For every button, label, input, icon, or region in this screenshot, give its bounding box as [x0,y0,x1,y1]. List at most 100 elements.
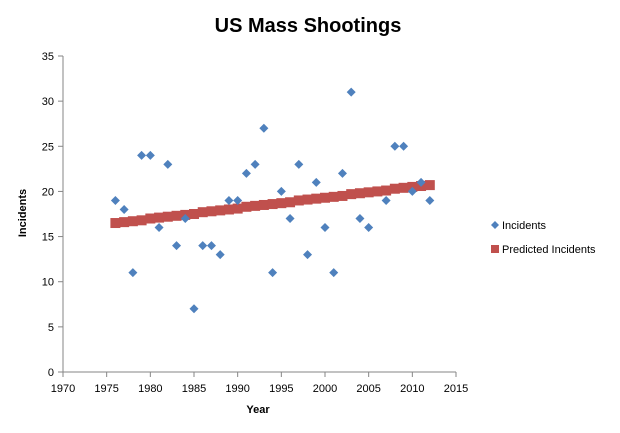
predicted-point [162,211,173,222]
y-tick-label: 5 [48,322,54,334]
incident-point [416,177,426,187]
incident-point [128,268,138,278]
predicted-point [381,185,392,196]
x-tick-label: 1980 [138,383,162,395]
predicted-point [110,218,121,229]
x-tick-label: 2005 [356,383,380,395]
predicted-point [136,215,147,226]
incident-point [425,195,435,205]
x-tick-label: 1985 [182,383,206,395]
predicted-point [232,203,243,214]
predicted-point [241,201,252,212]
predicted-point [337,190,348,201]
predicted-point [145,213,156,224]
legend-label-incidents: Incidents [502,220,547,232]
incident-point [180,214,190,224]
x-axis-title: Year [246,404,270,416]
incident-point [163,159,173,169]
x-tick-label: 2015 [444,383,468,395]
predicted-point [398,182,409,193]
incident-point [329,268,339,278]
predicted-point [372,186,383,197]
incident-point [337,168,347,178]
predicted-point [407,181,418,192]
incident-point [154,223,164,233]
incident-point [110,195,120,205]
incident-point [145,150,155,160]
predicted-point [127,216,138,227]
y-tick-label: 20 [42,186,54,198]
predicted-point [302,194,313,205]
incident-point [294,159,304,169]
incident-point [381,195,391,205]
x-tick-label: 1975 [94,383,118,395]
x-tick-label: 1970 [51,383,75,395]
y-tick-label: 30 [42,96,54,108]
incident-point [189,304,199,314]
incident-point [285,214,295,224]
incident-point [241,168,251,178]
predicted-point [171,210,182,221]
incident-point [303,250,313,260]
y-tick-label: 10 [42,277,54,289]
predicted-point [285,197,296,208]
incident-point [364,223,374,233]
chart-title: US Mass Shootings [215,15,402,37]
incident-point [390,141,400,151]
predicted-point [346,189,357,200]
incident-point [224,195,234,205]
predicted-point [328,191,339,202]
incident-point [346,87,356,97]
incident-point [259,123,269,133]
y-tick-label: 15 [42,232,54,244]
predicted-point [223,204,234,215]
y-tick-label: 0 [48,367,54,379]
x-tick-label: 2000 [313,383,337,395]
incident-point [355,214,365,224]
y-tick-label: 25 [42,141,54,153]
predicted-point [119,217,130,228]
x-tick-label: 1990 [225,383,249,395]
legend-diamond-marker [491,221,499,229]
predicted-point [311,193,322,204]
legend-square-marker [491,245,499,253]
predicted-point [320,192,330,203]
predicted-point [215,205,226,216]
incident-point [268,268,278,278]
predicted-point [363,187,374,198]
incident-point [311,177,321,187]
x-tick-label: 2010 [400,383,424,395]
incident-point [119,204,129,214]
predicted-point [258,199,269,210]
incident-point [215,250,225,260]
incident-point [137,150,147,160]
predicted-point [197,207,208,218]
x-tick-label: 1995 [269,383,293,395]
incident-point [276,186,286,196]
y-tick-label: 35 [42,51,54,63]
legend-item-incidents: Incidents [491,220,547,232]
incident-point [407,186,417,196]
predicted-point [250,200,261,211]
incident-point [206,241,216,251]
predicted-point [206,206,217,217]
predicted-point [354,188,365,199]
incident-point [250,159,260,169]
incident-point [233,195,243,205]
y-axis-title: Incidents [17,189,29,237]
incident-point [198,241,208,251]
legend: Incidents Predicted Incidents [491,220,596,256]
predicted-point [154,212,165,223]
predicted-point [424,180,435,191]
incident-point [320,223,330,233]
predicted-point [293,195,304,206]
predicted-point [189,209,199,219]
legend-label-predicted-incidents: Predicted Incidents [502,244,596,256]
plot-area: 0 5 10 15 20 25 30 35 1970 1975 1980 1985 1990 1995 20… [42,51,468,395]
predicted-point [267,199,278,210]
predicted-point [276,198,287,209]
predicted-point [389,183,400,194]
incident-point [172,241,182,251]
